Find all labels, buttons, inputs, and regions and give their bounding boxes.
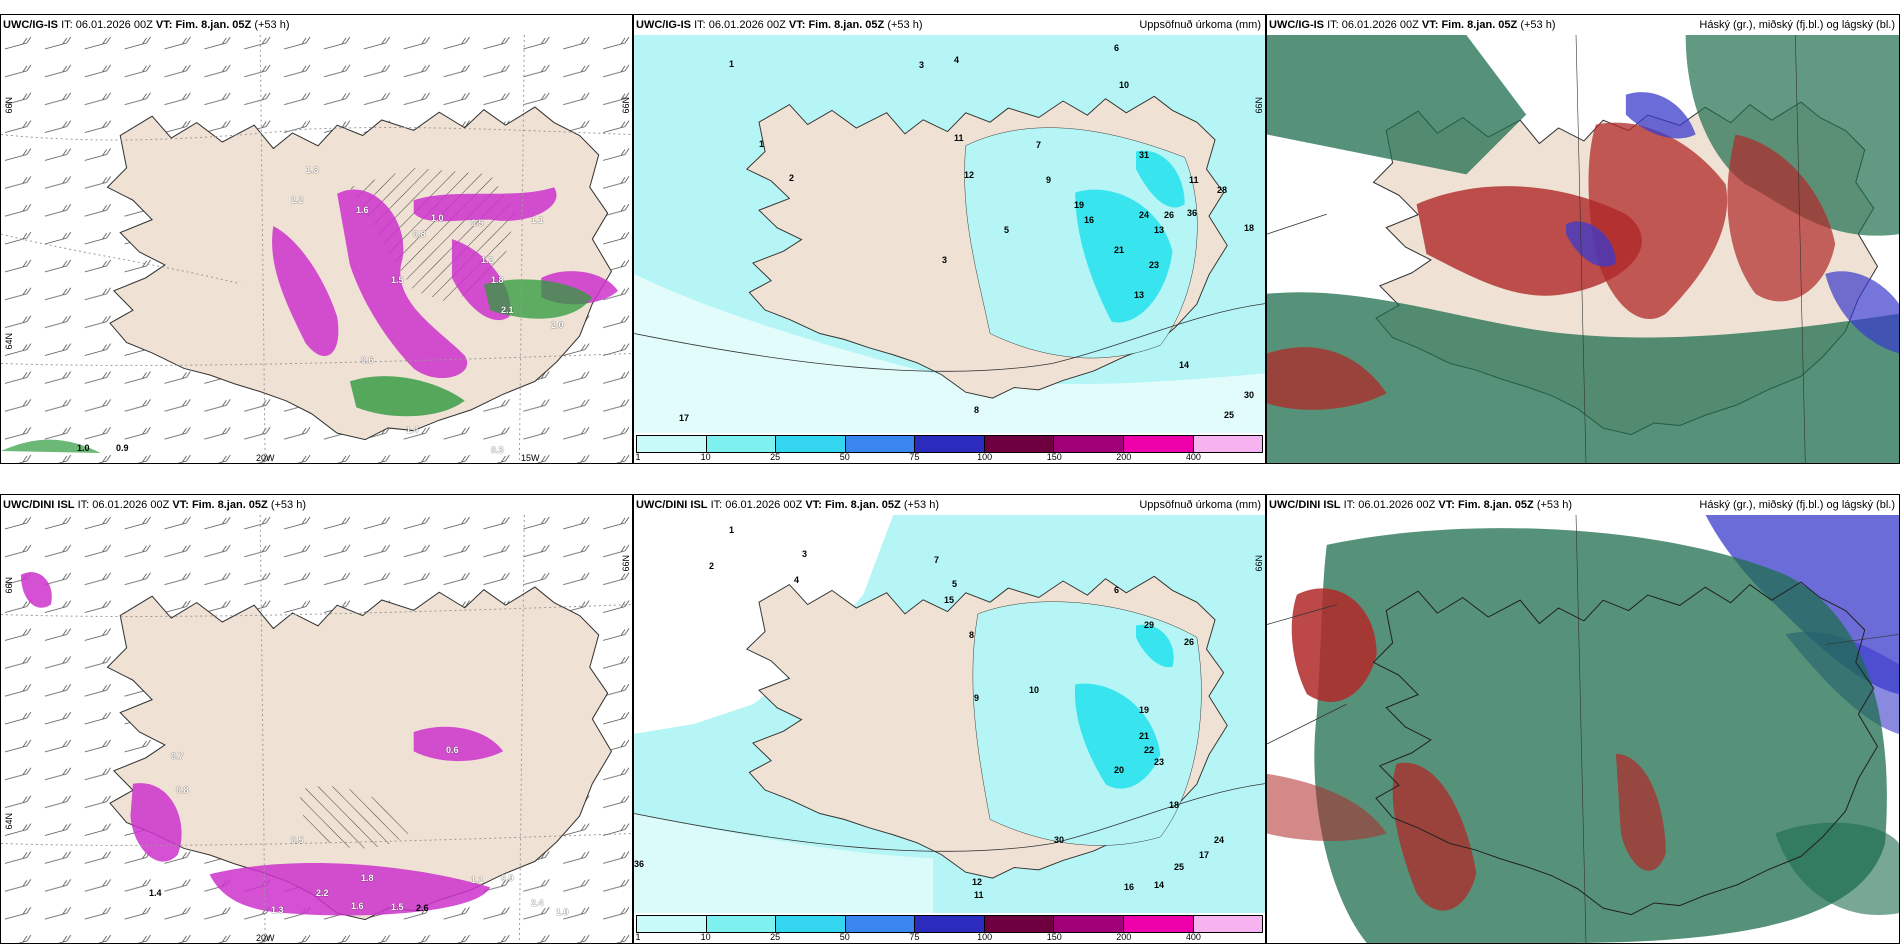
legend-swatch: [1123, 436, 1194, 452]
init-time: 06.01.2026 00Z: [708, 19, 786, 31]
lat-label-66-right: 66N: [621, 97, 631, 114]
valid-time: Fim. 8.jan. 05Z: [1457, 499, 1534, 511]
legend-swatch: [776, 436, 846, 452]
legend-colorbar: [636, 915, 1263, 933]
legend-swatch: [1123, 916, 1194, 932]
panel-header: UWC/IG-IS IT: 06.01.2026 00Z VT: Fim. 8.…: [1267, 15, 1899, 35]
legend-swatch: [1193, 436, 1263, 452]
legend-swatch: [845, 916, 916, 932]
map-svg: [1267, 35, 1899, 463]
legend-swatch: [1054, 436, 1124, 452]
legend-swatch: [984, 436, 1055, 452]
panel-ig-clouds: UWC/IG-IS IT: 06.01.2026 00Z VT: Fim. 8.…: [1266, 14, 1900, 464]
lat-label-66: 66N: [1254, 555, 1264, 572]
model-name: UWC/IG-IS: [636, 19, 691, 31]
precip-legend: 1 10 25 50 75 100 150 200 400: [634, 433, 1265, 463]
panel-ig-precip-type: UWC/IG-IS IT: 06.01.2026 00Z VT: Fim. 8.…: [0, 14, 633, 464]
panel-ig-accum-precip: UWC/IG-IS IT: 06.01.2026 00Z VT: Fim. 8.…: [633, 14, 1266, 464]
legend-swatch: [1054, 916, 1124, 932]
model-name: UWC/DINI ISL: [636, 499, 708, 511]
precip-legend: 1 10 25 50 75 100 150 200 400: [634, 913, 1265, 943]
map-area: [634, 515, 1265, 913]
panel-dini-clouds: UWC/DINI ISL IT: 06.01.2026 00Z VT: Fim.…: [1266, 494, 1900, 944]
panel-header: UWC/DINI ISL IT: 06.01.2026 00Z VT: Fim.…: [1267, 495, 1899, 515]
init-time: 06.01.2026 00Z: [1358, 499, 1436, 511]
model-name: UWC/IG-IS: [1269, 19, 1324, 31]
legend-colorbar: [636, 435, 1263, 453]
map-svg: [1, 515, 632, 943]
map-svg: [1, 35, 632, 463]
legend-swatch: [845, 436, 916, 452]
lead-time: (+53 h): [1536, 499, 1572, 511]
valid-time: Fim. 8.jan. 05Z: [175, 19, 252, 31]
lead-time: (+53 h): [270, 499, 306, 511]
lat-label-64: 64N: [4, 333, 14, 350]
init-time: 06.01.2026 00Z: [725, 499, 803, 511]
lead-time: (+53 h): [887, 19, 923, 31]
lon-label-15: 15W: [521, 453, 540, 463]
field-title: Háský (gr.), miðský (fj.bl.) og lágský (…: [1699, 19, 1895, 31]
map-area: [1, 35, 632, 463]
lead-time: (+53 h): [254, 19, 290, 31]
panel-header: UWC/IG-IS IT: 06.01.2026 00Z VT: Fim. 8.…: [634, 15, 1265, 35]
lon-label-20: 20W: [256, 453, 275, 463]
panel-header: UWC/DINI ISL IT: 06.01.2026 00Z VT: Fim.…: [1, 495, 632, 515]
valid-time: Fim. 8.jan. 05Z: [824, 499, 901, 511]
field-title: Háský (gr.), miðský (fj.bl.) og lágský (…: [1699, 499, 1895, 511]
legend-swatch: [637, 436, 707, 452]
init-time: 06.01.2026 00Z: [92, 499, 170, 511]
lon-label-20: 20W: [256, 933, 275, 943]
map-area: [1267, 515, 1899, 943]
valid-time: Fim. 8.jan. 05Z: [808, 19, 885, 31]
lat-label-66-right: 66N: [621, 555, 631, 572]
legend-swatch: [984, 916, 1055, 932]
legend-swatch: [637, 916, 707, 932]
map-svg: [634, 35, 1265, 433]
model-name: UWC/DINI ISL: [3, 499, 75, 511]
legend-swatch: [1193, 916, 1263, 932]
valid-time: Fim. 8.jan. 05Z: [1441, 19, 1518, 31]
valid-time: Fim. 8.jan. 05Z: [191, 499, 268, 511]
legend-swatch: [915, 916, 985, 932]
model-name: UWC/IG-IS: [3, 19, 58, 31]
lead-time: (+53 h): [903, 499, 939, 511]
panel-dini-precip-type: UWC/DINI ISL IT: 06.01.2026 00Z VT: Fim.…: [0, 494, 633, 944]
legend-swatch: [706, 916, 777, 932]
panel-header: UWC/IG-IS IT: 06.01.2026 00Z VT: Fim. 8.…: [1, 15, 632, 35]
map-area: [634, 35, 1265, 433]
init-time: 06.01.2026 00Z: [75, 19, 153, 31]
legend-swatch: [776, 916, 846, 932]
map-area: [1267, 35, 1899, 463]
lat-label-66: 66N: [4, 97, 14, 114]
legend-swatch: [706, 436, 777, 452]
lat-label-66: 66N: [4, 577, 14, 594]
init-time: 06.01.2026 00Z: [1341, 19, 1419, 31]
field-title: Uppsöfnuð úrkoma (mm): [1139, 19, 1261, 31]
model-name: UWC/DINI ISL: [1269, 499, 1341, 511]
panel-dini-accum-precip: UWC/DINI ISL IT: 06.01.2026 00Z VT: Fim.…: [633, 494, 1266, 944]
legend-ticks: 1 10 25 50 75 100 150 200 400: [635, 932, 1201, 942]
field-title: Uppsöfnuð úrkoma (mm): [1139, 499, 1261, 511]
map-area: [1, 515, 632, 943]
map-svg: [634, 515, 1265, 913]
map-svg: [1267, 515, 1899, 943]
lat-label-64: 64N: [4, 813, 14, 830]
lat-label-66: 66N: [1254, 97, 1264, 114]
lead-time: (+53 h): [1520, 19, 1556, 31]
legend-swatch: [915, 436, 985, 452]
legend-ticks: 1 10 25 50 75 100 150 200 400: [635, 452, 1201, 462]
panel-header: UWC/DINI ISL IT: 06.01.2026 00Z VT: Fim.…: [634, 495, 1265, 515]
